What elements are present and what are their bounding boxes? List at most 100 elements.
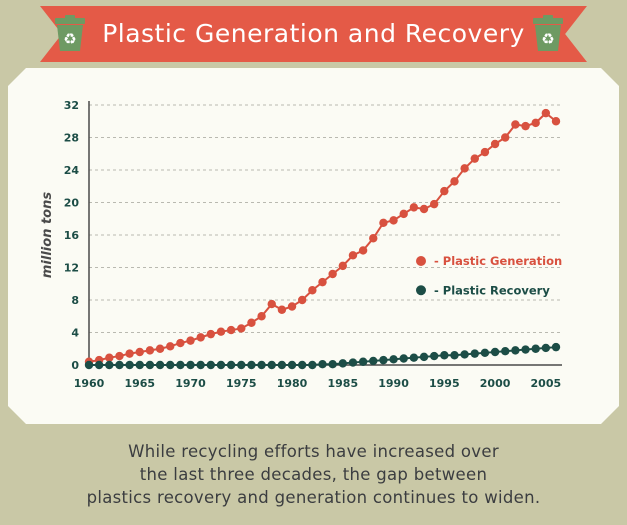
data-point-generation	[217, 327, 225, 335]
title-ribbon	[40, 6, 587, 62]
caption: While recycling efforts have increased o…	[0, 440, 627, 509]
chart-card: 0 4 8 12 16 20 24 28 32 1960 1965 1970 1975 1980 1985 1…	[8, 68, 619, 424]
data-point-generation	[491, 140, 499, 148]
data-point-generation	[481, 148, 489, 156]
data-point-generation	[278, 306, 286, 314]
data-point-recovery	[247, 361, 255, 369]
data-point-generation	[176, 339, 184, 347]
y-tick-label: 12	[64, 262, 79, 275]
data-point-generation	[207, 330, 215, 338]
legend-marker-recovery	[416, 285, 426, 295]
data-point-generation	[460, 164, 468, 172]
data-point-recovery	[288, 361, 296, 369]
data-point-generation	[521, 122, 529, 130]
data-point-generation	[400, 210, 408, 218]
data-point-generation	[471, 154, 479, 162]
data-point-generation	[501, 133, 509, 141]
data-point-recovery	[531, 345, 539, 353]
data-point-recovery	[268, 361, 276, 369]
data-point-generation	[125, 349, 133, 357]
data-point-generation	[552, 117, 560, 125]
data-point-generation	[227, 326, 235, 334]
data-point-generation	[156, 345, 164, 353]
y-tick-label: 8	[71, 294, 79, 307]
data-point-recovery	[501, 347, 509, 355]
data-point-generation	[268, 300, 276, 308]
y-tick-label: 32	[64, 99, 79, 112]
data-point-generation	[450, 177, 458, 185]
x-tick-label: 1970	[175, 377, 206, 390]
data-point-recovery	[85, 361, 93, 369]
data-point-generation	[308, 286, 316, 294]
data-point-generation	[288, 302, 296, 310]
data-point-recovery	[156, 361, 164, 369]
data-point-generation	[511, 120, 519, 128]
data-point-recovery	[196, 361, 204, 369]
y-tick-label: 4	[71, 327, 79, 340]
data-point-recovery	[136, 361, 144, 369]
data-point-recovery	[166, 361, 174, 369]
y-tick-label: 16	[64, 229, 80, 242]
data-point-generation	[247, 319, 255, 327]
data-point-recovery	[217, 361, 225, 369]
data-point-recovery	[227, 361, 235, 369]
data-point-generation	[186, 336, 194, 344]
data-point-recovery	[440, 351, 448, 359]
x-tick-label: 1975	[226, 377, 257, 390]
data-point-generation	[318, 278, 326, 286]
data-point-generation	[379, 219, 387, 227]
data-point-generation	[298, 296, 306, 304]
y-tick-label: 20	[64, 197, 80, 210]
y-tick-label: 24	[64, 164, 80, 177]
data-point-recovery	[471, 349, 479, 357]
data-point-generation	[440, 187, 448, 195]
legend-marker-generation	[416, 256, 426, 266]
data-point-generation	[389, 216, 397, 224]
x-tick-label: 2005	[531, 377, 562, 390]
data-point-recovery	[186, 361, 194, 369]
data-point-generation	[257, 312, 265, 320]
legend-label-recovery: - Plastic Recovery	[434, 283, 550, 297]
data-point-recovery	[318, 360, 326, 368]
data-point-recovery	[450, 351, 458, 359]
data-point-recovery	[542, 344, 550, 352]
data-point-generation	[359, 246, 367, 254]
data-point-recovery	[257, 361, 265, 369]
recycle-bin-icon-right: ♻	[533, 15, 563, 51]
data-point-recovery	[207, 361, 215, 369]
x-tick-label: 1980	[277, 377, 308, 390]
data-point-recovery	[308, 361, 316, 369]
svg-text:♻: ♻	[63, 30, 76, 48]
line-chart: 0 4 8 12 16 20 24 28 32 1960 1965 1970 1975 1980 1985 1…	[8, 68, 619, 424]
data-point-generation	[339, 262, 347, 270]
data-point-generation	[115, 352, 123, 360]
data-point-recovery	[349, 358, 357, 366]
data-point-recovery	[420, 353, 428, 361]
data-point-recovery	[369, 357, 377, 365]
data-point-recovery	[359, 358, 367, 366]
x-tick-label: 1985	[327, 377, 358, 390]
x-tick-label: 1960	[74, 377, 105, 390]
data-point-generation	[420, 205, 428, 213]
data-point-generation	[430, 200, 438, 208]
legend-label-generation: - Plastic Generation	[434, 254, 562, 268]
data-point-generation	[531, 119, 539, 127]
svg-text:♻: ♻	[541, 30, 554, 48]
data-point-recovery	[115, 361, 123, 369]
data-point-generation	[542, 109, 550, 117]
data-point-generation	[166, 342, 174, 350]
data-point-recovery	[410, 353, 418, 361]
data-point-recovery	[521, 345, 529, 353]
caption-line-2: the last three decades, the gap between	[139, 465, 488, 484]
chart-title: Plastic Generation and Recovery	[102, 19, 525, 48]
data-point-recovery	[552, 343, 560, 351]
data-point-recovery	[430, 352, 438, 360]
x-tick-label: 1995	[429, 377, 460, 390]
y-tick-label: 0	[71, 359, 79, 372]
data-point-recovery	[328, 360, 336, 368]
data-point-generation	[369, 234, 377, 242]
data-point-generation	[410, 203, 418, 211]
data-point-recovery	[460, 350, 468, 358]
y-axis-label: million tons	[40, 192, 55, 278]
data-point-recovery	[400, 354, 408, 362]
